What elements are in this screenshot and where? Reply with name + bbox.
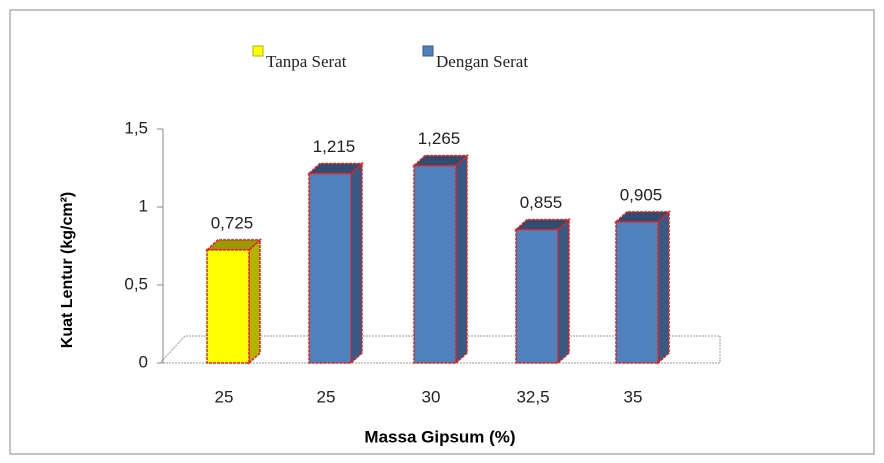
bar-side (455, 153, 468, 365)
x-axis-title: Massa Gipsum (%) (364, 427, 515, 446)
bar-side (248, 238, 261, 365)
y-tick-label: 0,5 (124, 274, 148, 293)
bar (206, 249, 250, 364)
x-tick-label: 25 (317, 387, 336, 406)
legend-swatch (422, 45, 434, 57)
bar (308, 172, 352, 364)
data-label: 0,855 (520, 193, 563, 212)
legend-label: Dengan Serat (436, 52, 528, 71)
y-axis-title: Kuat Lentur (kg/cm²) (59, 192, 76, 348)
bar (615, 221, 659, 364)
x-tick-label: 25 (215, 387, 234, 406)
bar-side (557, 217, 570, 365)
y-tick-label: 0 (139, 352, 148, 371)
x-tick-label: 30 (422, 387, 441, 406)
y-tick-label: 1,5 (124, 118, 148, 137)
data-label: 1,265 (418, 129, 461, 148)
data-label: 1,215 (313, 137, 356, 156)
x-tick-label: 35 (624, 387, 643, 406)
legend-swatch (252, 45, 264, 57)
bar-side (350, 161, 363, 365)
bar (515, 228, 559, 364)
y-tick-label: 1 (139, 196, 148, 215)
data-label: 0,725 (211, 213, 254, 232)
bar-side (657, 210, 670, 365)
legend-label: Tanpa Serat (266, 52, 347, 71)
bar (413, 164, 457, 364)
data-label: 0,905 (620, 185, 663, 204)
x-tick-label: 32,5 (516, 387, 549, 406)
